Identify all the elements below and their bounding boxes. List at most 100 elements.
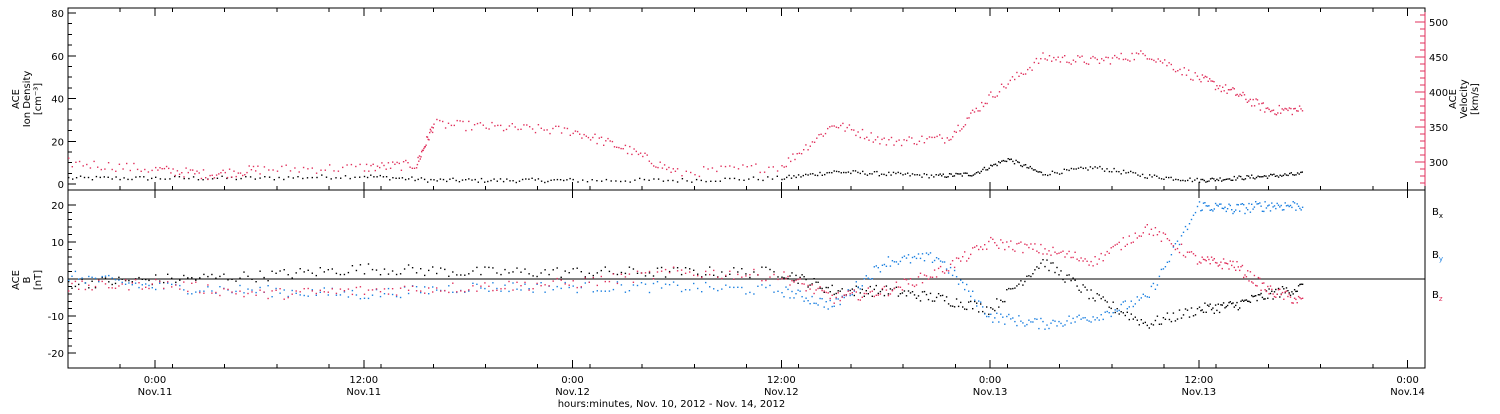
series-bz-point bbox=[131, 282, 133, 284]
series-bz-point bbox=[387, 293, 390, 295]
series-bz-point bbox=[1213, 258, 1215, 260]
velocity-point bbox=[1196, 75, 1199, 77]
series-bx-point bbox=[1164, 318, 1167, 320]
series-bz-point bbox=[1170, 243, 1173, 245]
series-bz-point bbox=[163, 287, 165, 290]
velocity-point bbox=[427, 138, 429, 141]
series-bx-point bbox=[1022, 284, 1024, 286]
velocity-point bbox=[998, 91, 1001, 93]
density-point bbox=[1241, 178, 1243, 180]
series-bz-point bbox=[1182, 254, 1185, 257]
series-bz-point bbox=[757, 274, 759, 276]
velocity-point bbox=[511, 123, 513, 125]
density-point bbox=[928, 177, 930, 179]
series-bx-point bbox=[195, 279, 197, 281]
series-bx-point bbox=[239, 277, 241, 279]
density-point bbox=[1282, 174, 1285, 177]
series-by-point bbox=[1016, 324, 1018, 327]
density-point bbox=[982, 168, 984, 171]
series-bz-point bbox=[231, 291, 233, 293]
velocity-point bbox=[750, 165, 753, 167]
series-bz-point bbox=[311, 290, 313, 292]
velocity-point bbox=[1083, 61, 1085, 63]
series-by-point bbox=[931, 261, 934, 263]
velocity-point bbox=[307, 168, 309, 170]
velocity-point bbox=[246, 171, 248, 174]
velocity-point bbox=[1022, 73, 1025, 75]
series-bz-point bbox=[1261, 282, 1264, 284]
series-by-point bbox=[648, 291, 651, 294]
velocity-point bbox=[1271, 109, 1273, 112]
series-by-point bbox=[275, 287, 277, 290]
series-bz-point bbox=[299, 291, 301, 293]
bottom-ylabel-line: B bbox=[22, 276, 33, 283]
series-bx-point bbox=[1263, 298, 1265, 300]
density-point bbox=[914, 174, 916, 176]
velocity-point bbox=[798, 152, 801, 154]
density-point bbox=[980, 170, 982, 173]
density-point bbox=[762, 179, 764, 182]
velocity-point bbox=[1168, 62, 1170, 64]
series-bx-point bbox=[1205, 311, 1207, 313]
density-point bbox=[947, 176, 949, 178]
velocity-point bbox=[560, 132, 563, 134]
top-right-tick-label: 300 bbox=[1429, 158, 1448, 169]
series-bz-point bbox=[1002, 241, 1004, 244]
series-bz-point bbox=[572, 280, 574, 282]
series-bz-point bbox=[773, 273, 775, 276]
velocity-point bbox=[936, 135, 938, 138]
series-by-point bbox=[861, 285, 863, 287]
series-by-point bbox=[1248, 202, 1250, 205]
velocity-point bbox=[420, 156, 422, 158]
series-bz-point bbox=[1090, 260, 1092, 263]
top-left-tick-label: 80 bbox=[51, 9, 64, 20]
series-bx-point bbox=[1060, 270, 1062, 272]
density-point bbox=[340, 177, 342, 179]
series-bz-point bbox=[524, 281, 526, 284]
series-bx-point bbox=[966, 308, 968, 311]
series-bx-point bbox=[1301, 283, 1304, 285]
velocity-point bbox=[848, 124, 851, 126]
series-bx-point bbox=[1261, 296, 1264, 299]
velocity-point bbox=[1287, 109, 1289, 112]
density-point bbox=[1219, 177, 1221, 179]
series-by-point bbox=[1022, 322, 1024, 324]
series-bx-point bbox=[351, 265, 354, 267]
series-by-point bbox=[179, 284, 181, 287]
density-point bbox=[1005, 160, 1008, 163]
series-bx-point bbox=[1086, 289, 1088, 291]
series-bx-point bbox=[339, 273, 342, 276]
velocity-point bbox=[459, 120, 461, 122]
density-point bbox=[907, 172, 909, 174]
density-point bbox=[1099, 165, 1101, 168]
series-by-point bbox=[1293, 202, 1296, 204]
density-point bbox=[952, 175, 954, 177]
series-bz-point bbox=[1032, 248, 1034, 250]
series-bx-point bbox=[592, 274, 594, 277]
velocity-point bbox=[1245, 98, 1247, 101]
series-bz-point bbox=[885, 289, 888, 291]
series-bx-point bbox=[307, 269, 309, 271]
series-bz-point bbox=[391, 288, 394, 290]
series-bz-point bbox=[807, 284, 809, 287]
series-bx-point bbox=[124, 279, 127, 282]
velocity-point bbox=[1261, 102, 1263, 105]
series-bz-point bbox=[1022, 251, 1024, 254]
velocity-point bbox=[952, 136, 954, 138]
series-by-point bbox=[966, 283, 968, 286]
series-bx-point bbox=[187, 277, 189, 279]
density-point bbox=[983, 166, 986, 169]
series-bz-point bbox=[855, 291, 857, 293]
velocity-point bbox=[648, 160, 650, 162]
density-point bbox=[833, 170, 835, 172]
series-by-point bbox=[219, 286, 221, 288]
series-by-point bbox=[899, 260, 902, 263]
series-bx-point bbox=[911, 291, 914, 293]
series-bz-point bbox=[608, 280, 611, 283]
series-bz-point bbox=[1269, 285, 1272, 287]
series-bz-point bbox=[933, 269, 936, 271]
series-by-point bbox=[636, 284, 639, 287]
series-bz-point bbox=[179, 288, 181, 290]
density-point bbox=[1144, 177, 1146, 179]
